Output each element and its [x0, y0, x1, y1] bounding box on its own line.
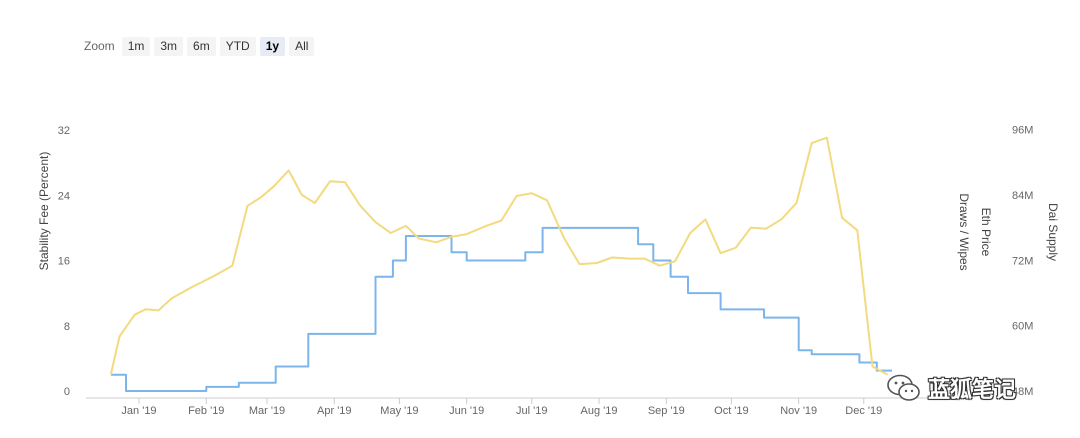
left-y-tick-label: 8 [64, 321, 70, 333]
right-axis-title-draws-wipes: Draws / Wipes [957, 193, 971, 270]
x-tick-label: Apr '19 [317, 405, 352, 417]
zoom-label: Zoom [84, 39, 115, 53]
x-tick-label: Sep '19 [648, 405, 685, 417]
watermark-text: 蓝狐笔记 [928, 377, 1017, 402]
x-tick-label: May '19 [380, 405, 418, 417]
zoom-3m-button[interactable]: 3m [154, 36, 184, 56]
right-y-tick-label: 96M [1012, 125, 1033, 137]
stability-fee-series-line [110, 226, 892, 392]
zoom-1y-button[interactable]: 1y [259, 36, 286, 56]
left-y-tick-label: 32 [58, 125, 70, 137]
right-y-tick-label: 84M [1012, 190, 1033, 202]
right-y-tick-label: 48M [1012, 386, 1033, 398]
zoom-ytd-button[interactable]: YTD [219, 36, 256, 56]
zoom-bar: Zoom 1m 3m 6m YTD 1y All [84, 36, 315, 56]
x-tick-label: Mar '19 [249, 405, 285, 417]
right-y-tick-label: 72M [1012, 255, 1033, 267]
x-tick-label: Feb '19 [188, 405, 224, 417]
x-tick-label: Oct '19 [714, 405, 749, 417]
x-tick-label: Jun '19 [449, 405, 484, 417]
dai-supply-series-line [109, 136, 889, 376]
x-tick-label: Aug '19 [581, 405, 618, 417]
right-y-tick-label: 60M [1012, 321, 1033, 333]
x-tick-label: Nov '19 [780, 405, 817, 417]
x-tick-label: Jan '19 [121, 405, 156, 417]
left-y-axis: 0 8 16 24 32 [58, 125, 70, 398]
x-axis: Jan '19 Feb '19 Mar '19 Apr '19 May '19 Jun '… [121, 398, 882, 417]
left-y-tick-label: 24 [58, 190, 70, 202]
left-y-tick-label: 16 [58, 256, 70, 268]
x-tick-label: Dec '19 [845, 405, 882, 417]
zoom-all-button[interactable]: All [289, 36, 315, 56]
watermark: 蓝狐笔记 [886, 372, 1016, 404]
series-layer [109, 136, 892, 392]
wechat-icon [887, 374, 920, 401]
zoom-1m-button[interactable]: 1m [121, 36, 151, 56]
x-tick-label: Jul '19 [516, 405, 547, 417]
left-axis-title: Stability Fee (Percent) [37, 152, 51, 271]
right-y-axis: 48M 60M 72M 84M 96M [1012, 125, 1033, 399]
right-axis-title-eth-price: Eth Price [979, 208, 993, 257]
left-y-tick-label: 0 [64, 386, 70, 398]
right-axis-title-dai-supply: Dai Supply [1046, 203, 1060, 261]
zoom-6m-button[interactable]: 6m [187, 36, 216, 56]
